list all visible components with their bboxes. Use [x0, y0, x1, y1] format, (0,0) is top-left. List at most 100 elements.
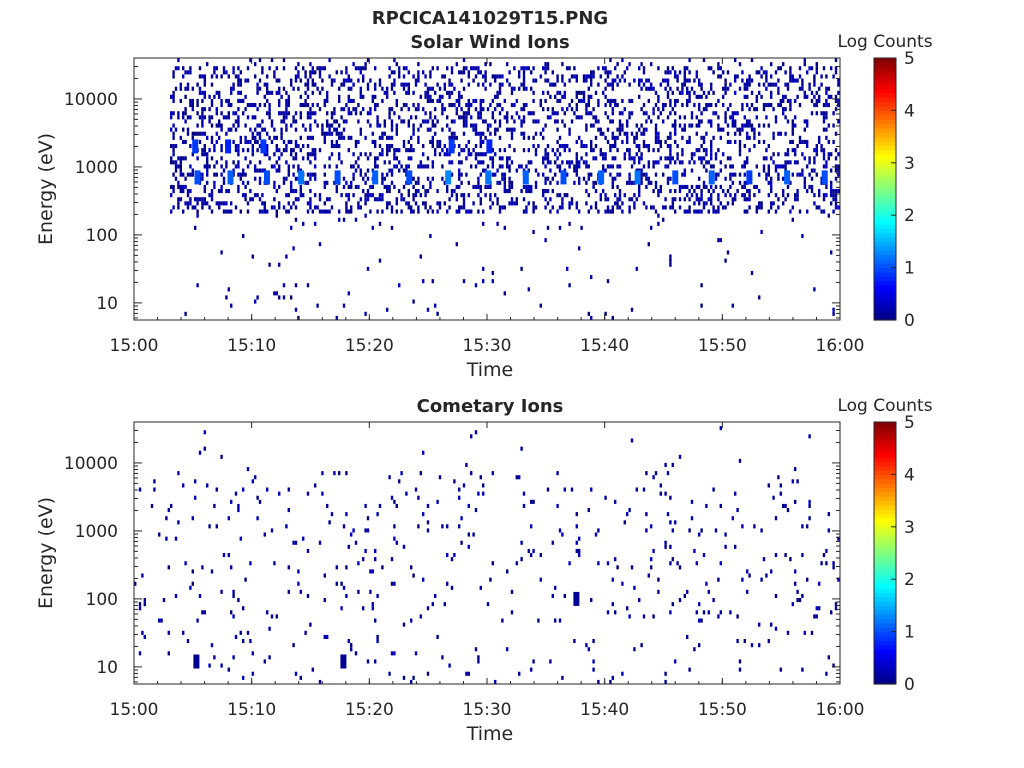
heatmap-cell: [328, 74, 331, 79]
heatmap-cell: [801, 152, 804, 157]
heatmap-cell: [604, 66, 607, 71]
heatmap-cell: [494, 172, 497, 177]
heatmap-cell: [381, 86, 384, 91]
y-tick-label: 10000: [64, 90, 118, 110]
heatmap-cell: [604, 495, 607, 500]
heatmap-cell: [458, 172, 461, 177]
colorbar-segment: [874, 62, 896, 68]
heatmap-cell: [798, 103, 802, 108]
heatmap-cell: [330, 123, 334, 128]
heatmap-cell: [765, 74, 768, 79]
heatmap-cell: [748, 135, 751, 140]
heatmap-cell: [544, 156, 547, 161]
heatmap-cell: [278, 164, 281, 169]
heatmap-cell: [191, 107, 194, 112]
heatmap-cell: [172, 144, 175, 149]
heatmap-cell: [518, 475, 521, 480]
heatmap-cell: [791, 127, 794, 132]
colorbar-segment: [874, 461, 896, 467]
heatmap-cell: [652, 164, 655, 169]
heatmap-cell: [450, 103, 454, 108]
heatmap-cell: [693, 548, 696, 553]
colorbar-segment: [874, 66, 896, 72]
heatmap-cell: [275, 213, 278, 218]
heatmap-cell: [520, 189, 523, 194]
heatmap-cell: [371, 193, 374, 198]
heatmap-cell: [546, 225, 550, 230]
heatmap-cell: [258, 131, 262, 136]
heatmap-cell: [347, 209, 350, 214]
heatmap-cell: [330, 512, 334, 517]
heatmap-cell: [606, 127, 610, 132]
heatmap-cell: [270, 90, 274, 95]
heatmap-cell: [232, 589, 235, 594]
heatmap-cell: [602, 164, 605, 169]
heatmap-cell: [786, 86, 790, 91]
heatmap-cell: [705, 131, 708, 136]
heatmap-cell-highlight: [821, 170, 828, 185]
heatmap-cell: [621, 111, 624, 116]
heatmap-cell: [270, 528, 274, 533]
heatmap-cell: [335, 189, 338, 194]
heatmap-cell: [287, 94, 290, 99]
heatmap-cell: [261, 70, 264, 75]
heatmap-cell: [280, 94, 283, 99]
heatmap-cell: [227, 111, 230, 116]
heatmap-cell: [326, 123, 329, 128]
heatmap-cell: [506, 62, 509, 67]
heatmap-cell: [558, 528, 562, 533]
heatmap-cell: [530, 184, 533, 189]
heatmap-cell: [426, 503, 430, 508]
heatmap-cell: [443, 107, 446, 112]
heatmap-cell: [222, 180, 226, 185]
heatmap-cell: [801, 139, 804, 144]
heatmap-cell: [407, 205, 410, 210]
heatmap-cell: [254, 103, 257, 108]
heatmap-cell: [225, 160, 228, 165]
heatmap-cell: [294, 111, 298, 116]
heatmap-cell: [383, 123, 386, 128]
heatmap-cell: [220, 189, 223, 194]
heatmap-cell: [674, 209, 677, 214]
heatmap-cell: [731, 172, 734, 177]
heatmap-cell: [724, 90, 727, 95]
colorbar-segment: [874, 456, 896, 462]
heatmap-cell: [700, 119, 703, 124]
heatmap-cell: [453, 135, 456, 140]
heatmap-cell: [342, 135, 346, 140]
heatmap-cell: [448, 135, 451, 140]
heatmap-cell: [263, 127, 266, 132]
heatmap-cell: [237, 164, 240, 169]
heatmap-cell: [633, 180, 636, 185]
heatmap-cell: [290, 180, 293, 185]
heatmap-cell: [503, 184, 506, 189]
heatmap-cell: [621, 581, 624, 586]
heatmap-cell: [285, 148, 288, 153]
heatmap-cell: [611, 180, 614, 185]
colorbar-segment: [874, 175, 896, 181]
heatmap-cell: [494, 131, 497, 136]
heatmap-cell: [182, 172, 185, 177]
heatmap-cell: [234, 144, 238, 149]
colorbar-segment: [874, 487, 896, 493]
heatmap-cell: [482, 266, 485, 271]
colorbar-segment: [874, 583, 896, 589]
heatmap-cell: [760, 577, 763, 582]
heatmap-cell: [258, 499, 262, 504]
heatmap-cell: [503, 291, 506, 296]
heatmap-cell: [712, 209, 715, 214]
heatmap-cell: [652, 475, 655, 480]
heatmap-cell: [698, 176, 701, 181]
heatmap-cell: [834, 98, 838, 103]
heatmap-cell: [203, 74, 206, 79]
heatmap-cell: [710, 103, 713, 108]
heatmap-cell: [215, 111, 218, 116]
heatmap-cell: [789, 160, 792, 165]
heatmap-cell: [170, 144, 173, 149]
heatmap-cell: [458, 495, 461, 500]
heatmap-cell: [350, 643, 353, 648]
heatmap-cell: [719, 135, 722, 140]
heatmap-cell: [227, 98, 230, 103]
heatmap-cell: [215, 139, 218, 144]
heatmap-cell: [402, 103, 406, 108]
